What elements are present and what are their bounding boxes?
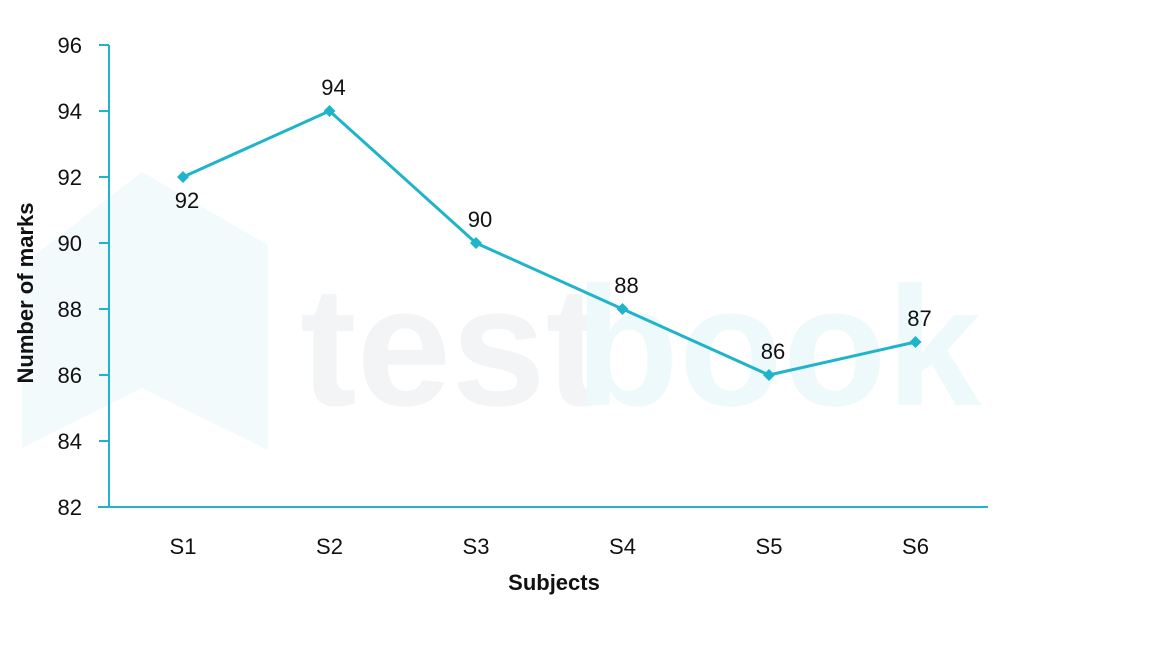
- y-axis-title: Number of marks: [13, 203, 38, 384]
- watermark-text-book: book: [575, 252, 982, 442]
- data-point: [470, 237, 482, 249]
- series-line: [182, 109, 916, 377]
- data-label: 94: [321, 75, 345, 100]
- y-tick-label: 96: [58, 33, 82, 58]
- data-label: 92: [175, 188, 199, 213]
- x-tick-label: S6: [902, 534, 929, 559]
- x-tick-label: S4: [609, 534, 636, 559]
- watermark-logo: test book: [22, 172, 982, 450]
- data-label: 87: [907, 306, 931, 331]
- y-tick-label: 90: [58, 231, 82, 256]
- watermark-logo-mark: [22, 172, 268, 450]
- x-axis-ticks: S1 S2 S3 S4 S5 S6: [170, 534, 929, 559]
- data-point: [616, 303, 629, 315]
- x-tick-label: S1: [170, 534, 197, 559]
- x-tick-label: S3: [463, 534, 490, 559]
- series-group: [177, 105, 922, 381]
- y-tick-label: 94: [58, 99, 82, 124]
- y-tick-label: 92: [58, 165, 82, 190]
- data-point: [909, 336, 922, 348]
- axes: [98, 45, 988, 508]
- y-tick-label: 84: [58, 429, 82, 454]
- x-tick-label: S2: [316, 534, 343, 559]
- data-label: 86: [761, 339, 785, 364]
- watermark-text-test: test: [300, 252, 602, 442]
- data-point: [763, 369, 775, 381]
- data-labels: 92 94 90 88 86 87: [175, 75, 932, 364]
- x-tick-label: S5: [756, 534, 783, 559]
- data-point: [323, 105, 336, 117]
- y-axis-ticks: 82 84 86 88 90 92 94 96: [58, 33, 109, 520]
- y-tick-label: 88: [58, 297, 82, 322]
- data-point: [177, 171, 189, 183]
- y-tick-label: 86: [58, 363, 82, 388]
- x-axis-title: Subjects: [508, 570, 600, 595]
- data-label: 88: [614, 273, 638, 298]
- data-label: 90: [468, 207, 492, 232]
- y-tick-label: 82: [58, 495, 82, 520]
